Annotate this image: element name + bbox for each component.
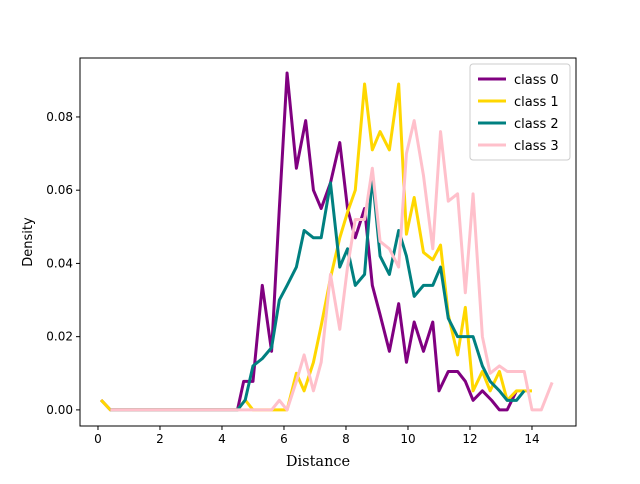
legend-label: class 3 [514, 139, 559, 154]
legend-label: class 2 [514, 117, 559, 132]
x-tick-label: 0 [94, 432, 102, 446]
series-line [110, 119, 554, 412]
x-tick-label: 2 [156, 432, 164, 446]
series-line [99, 82, 532, 412]
y-tick-label: 0.08 [46, 110, 73, 124]
series-line [99, 71, 518, 412]
x-tick-label: 12 [462, 432, 477, 446]
plot-frame [79, 57, 577, 427]
y-tick-label: 0.06 [46, 183, 73, 197]
y-axis-label: Density [21, 217, 36, 267]
legend-box [469, 63, 571, 161]
x-tick-label: 14 [524, 432, 539, 446]
x-tick-label: 8 [342, 432, 350, 446]
x-tick-label: 10 [400, 432, 415, 446]
x-tick-label: 6 [280, 432, 288, 446]
x-tick-label: 4 [218, 432, 226, 446]
legend-label: class 0 [514, 73, 559, 88]
y-tick-label: 0.00 [46, 403, 73, 417]
legend-label: class 1 [514, 95, 559, 110]
y-tick-label: 0.04 [46, 256, 73, 270]
x-axis-label: Distance [286, 454, 350, 470]
legend: class 0 class 1 class 2 class 3 [469, 63, 571, 161]
y-tick-label: 0.02 [46, 330, 73, 344]
